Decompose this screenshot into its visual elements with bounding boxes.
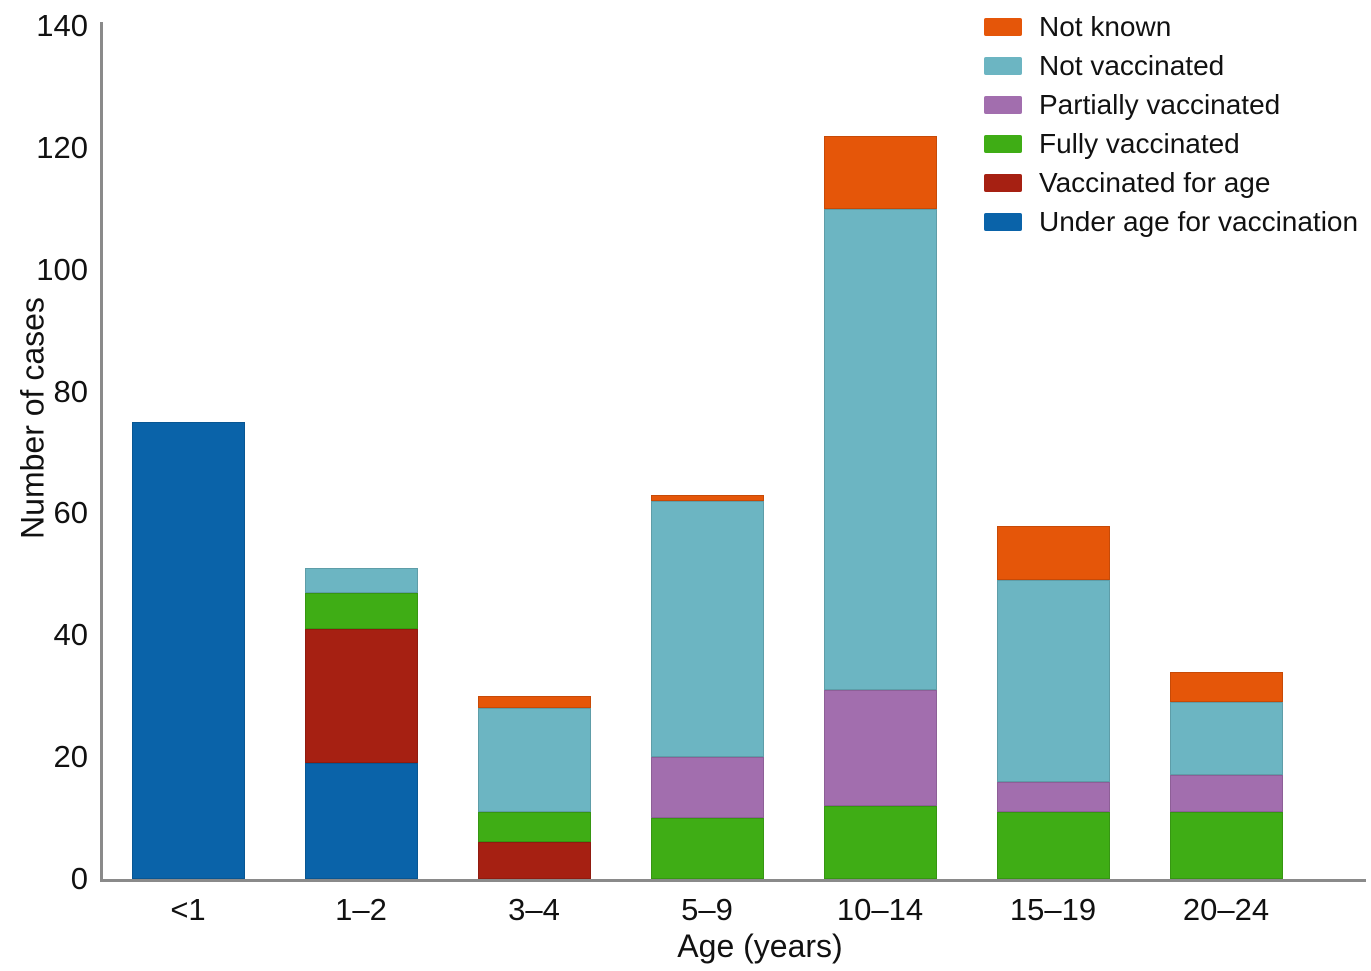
bar-segment-fully-vaccinated (823, 805, 937, 879)
x-tick-label: 3–4 (508, 892, 560, 927)
x-tick-label: 10–14 (836, 892, 924, 927)
legend-label: Not vaccinated (1039, 49, 1225, 81)
bar-segment-partially-vaccinated (650, 757, 764, 819)
legend-swatch (984, 95, 1022, 114)
bar-segment-fully-vaccinated (1169, 811, 1283, 879)
y-tick-label: 120 (36, 129, 88, 165)
bar-segment-fully-vaccinated (650, 818, 764, 879)
bar-segment-not-known (650, 495, 764, 502)
legend-label: Partially vaccinated (1039, 88, 1281, 120)
y-tick-label: 0 (70, 861, 88, 896)
legend-item: Partially vaccinated (984, 85, 1358, 124)
bar-segment-fully-vaccinated (304, 592, 418, 630)
legend-swatch (984, 173, 1022, 192)
legend-label: Vaccinated for age (1039, 166, 1271, 198)
y-tick-label: 60 (53, 495, 88, 531)
x-tick-label: <1 (170, 892, 206, 927)
bar-segment-not-vaccinated (823, 208, 937, 691)
legend-item: Not vaccinated (984, 46, 1358, 85)
y-axis-line (100, 22, 103, 882)
legend-label: Not known (1039, 10, 1172, 42)
x-tick-label: 5–9 (681, 892, 733, 927)
legend-item: Not known (984, 7, 1358, 46)
y-tick-label: 140 (36, 8, 88, 43)
legend-item: Under age for vaccination (984, 202, 1358, 241)
bar-segment-not-vaccinated (650, 501, 764, 758)
y-tick-label: 40 (53, 617, 88, 653)
x-tick-label: 15–19 (1009, 892, 1097, 927)
bar-segment-fully-vaccinated (477, 811, 591, 843)
bar-segment-under-age-for-vaccination (304, 763, 418, 879)
bar-segment-fully-vaccinated (996, 811, 1110, 879)
bar-segment-partially-vaccinated (996, 781, 1110, 812)
y-tick-label: 80 (53, 373, 88, 409)
legend-swatch (984, 56, 1022, 75)
legend-swatch (984, 17, 1022, 36)
bar-segment-vaccinated-for-age (477, 842, 591, 879)
bar-segment-vaccinated-for-age (304, 629, 418, 764)
bar-segment-partially-vaccinated (823, 690, 937, 806)
legend: Not known Not vaccinated Partially vaccina… (984, 7, 1358, 241)
bar-segment-not-known (823, 135, 937, 209)
bar-segment-not-known (1169, 671, 1283, 703)
x-axis-line (100, 879, 1366, 882)
x-axis-title: Age (years) (677, 928, 843, 964)
bar-segment-not-vaccinated (304, 568, 418, 593)
bar-segment-partially-vaccinated (1169, 775, 1283, 812)
bar-segment-not-vaccinated (996, 580, 1110, 782)
x-tick-label: 20–24 (1182, 892, 1270, 927)
bar-segment-not-known (996, 525, 1110, 581)
legend-swatch (984, 134, 1022, 153)
legend-label: Fully vaccinated (1039, 127, 1240, 159)
x-tick-label: 1–2 (335, 892, 387, 927)
legend-label: Under age for vaccination (1039, 205, 1359, 237)
y-tick-label: 100 (36, 251, 88, 287)
bar-segment-under-age-for-vaccination (131, 422, 245, 879)
bar-segment-not-known (477, 696, 591, 709)
bar-segment-not-vaccinated (477, 708, 591, 812)
legend-item: Vaccinated for age (984, 163, 1358, 202)
bar-segment-not-vaccinated (1169, 702, 1283, 776)
y-tick-label: 20 (53, 739, 88, 775)
legend-swatch (984, 212, 1022, 231)
legend-item: Fully vaccinated (984, 124, 1358, 163)
